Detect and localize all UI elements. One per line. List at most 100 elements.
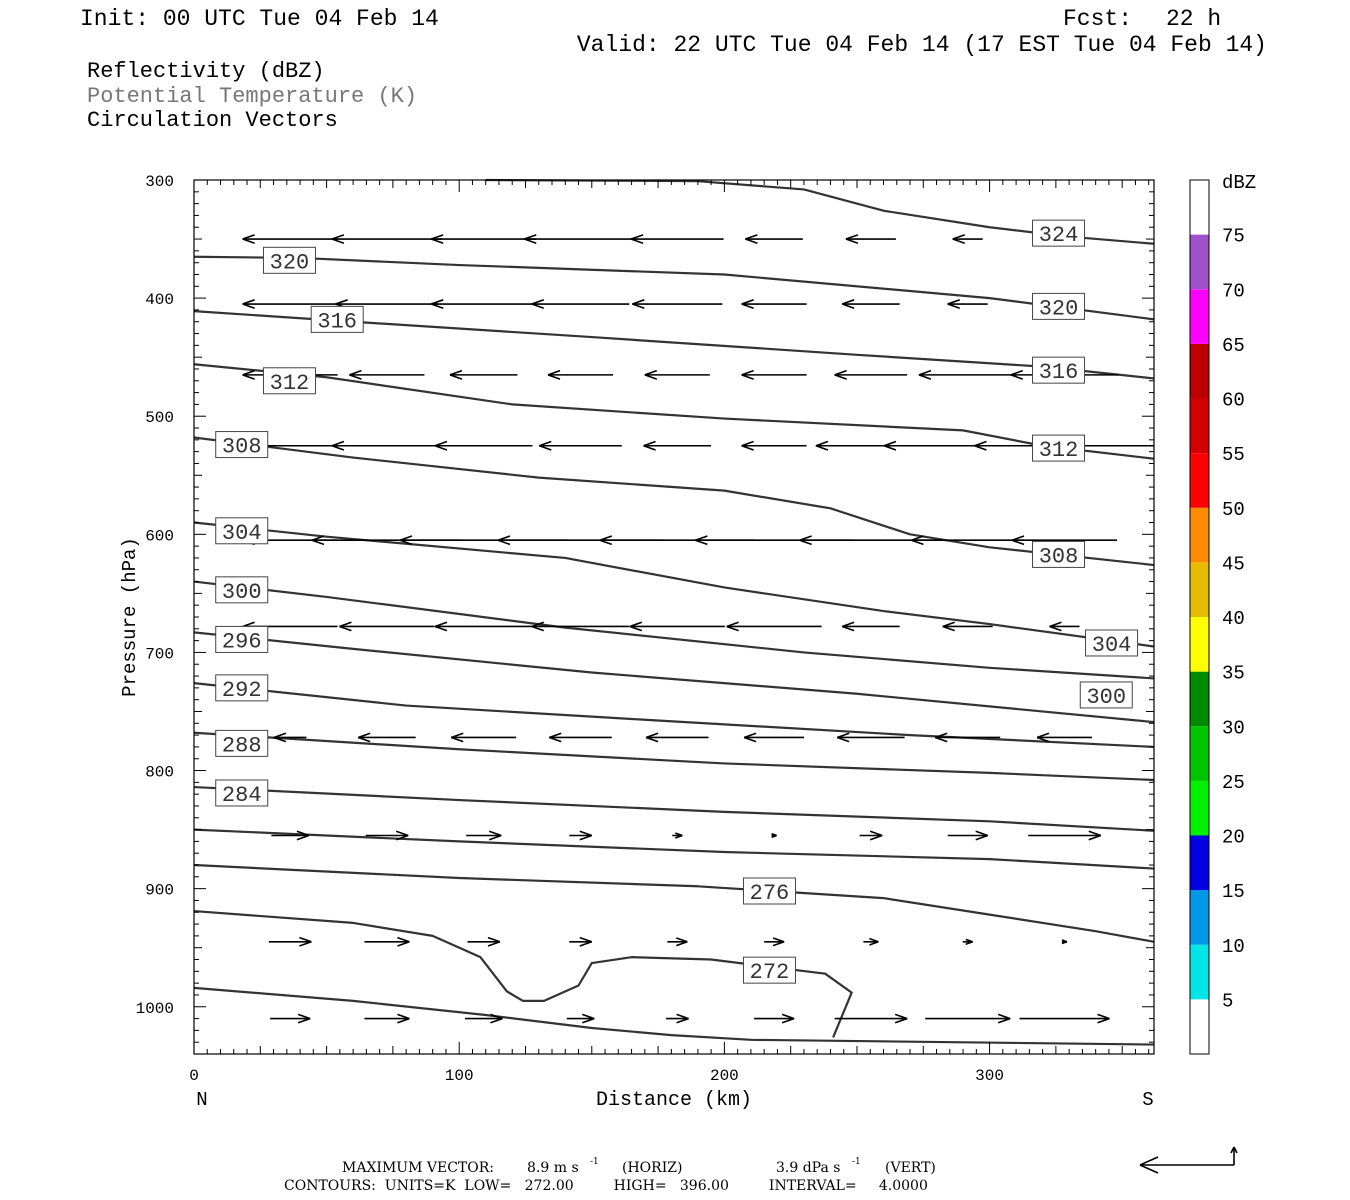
circulation-vector — [364, 1013, 410, 1024]
theta-contour-280 — [193, 828, 1155, 870]
circulation-vector — [630, 234, 724, 245]
circulation-vector — [841, 299, 900, 309]
circulation-vector — [947, 830, 988, 841]
circulation-vector — [741, 440, 807, 451]
legend-vectors: Circulation Vectors — [87, 108, 338, 133]
theta-contour-288 — [193, 731, 1155, 782]
colorbar-label: 55 — [1222, 444, 1245, 466]
horiz-suffix: (HORIZ) — [622, 1160, 682, 1176]
y-tick-label: 800 — [145, 764, 174, 782]
contour-label: 316 — [1039, 360, 1079, 385]
valid-time: Valid: 22 UTC Tue 04 Feb 14 (17 EST Tue … — [577, 32, 1267, 58]
colorbar-band — [1190, 944, 1209, 1000]
circulation-vector — [754, 1013, 795, 1024]
circulation-vector — [273, 732, 307, 743]
theta-contour-292 — [193, 682, 1155, 749]
contour-label: 324 — [1039, 223, 1079, 248]
colorbar-band — [1190, 343, 1209, 399]
colorbar-labels: 5 10 15 20 25 30 35 40 45 50 55 60 65 70 75 — [1222, 226, 1245, 1013]
circulation-vector — [643, 440, 712, 451]
contour-label-box — [215, 517, 269, 545]
contour-label-box — [262, 246, 316, 274]
circulation-vector — [771, 832, 777, 839]
contour-label-box — [1032, 219, 1086, 247]
colorbar-label: 30 — [1222, 717, 1245, 739]
colorbar-band — [1190, 234, 1209, 290]
y-tick-labels: 300 400 500 600 700 800 900 1000 — [136, 173, 174, 1018]
theta-contour-312 — [193, 363, 1155, 460]
contour-label-box — [262, 367, 316, 395]
contour-label: 312 — [270, 371, 310, 396]
circulation-vector — [952, 234, 983, 245]
circulation-vector — [666, 1013, 689, 1024]
circulation-vector — [841, 621, 900, 632]
circulation-vector — [349, 369, 425, 380]
circulation-vector — [1036, 732, 1092, 743]
contour-label: 296 — [222, 629, 262, 654]
circulation-vector — [449, 369, 518, 380]
circulation-vector — [531, 299, 630, 309]
plot-frame — [193, 179, 1155, 1055]
contour-label-box — [215, 576, 269, 604]
contour-label-box — [1079, 681, 1133, 709]
y-tick-label: 300 — [145, 173, 174, 191]
contour-label: 288 — [222, 733, 262, 758]
theta-contour-296 — [193, 631, 1155, 724]
colorbar-band — [1190, 671, 1209, 727]
circulation-vector — [764, 937, 785, 947]
circulation-vector — [947, 299, 988, 309]
colorbar-label: 10 — [1222, 936, 1245, 958]
circulation-vector — [357, 732, 416, 743]
circulation-vector — [836, 732, 905, 743]
x-axis-title: Distance (km) — [596, 1089, 752, 1112]
colorbar-band — [1190, 398, 1209, 454]
circulation-vector — [859, 830, 883, 841]
x-tick-label: 300 — [975, 1067, 1004, 1085]
y-tick-label: 1000 — [136, 1000, 174, 1018]
x-tick-labels: 0 100 200 300 — [189, 1067, 1004, 1085]
circulation-vector — [271, 830, 310, 841]
circulation-vector — [531, 621, 630, 632]
circulation-vector — [569, 830, 593, 841]
circulation-vector — [549, 732, 612, 743]
contour-labels: 324 320 320 316 316 312 312 308 308 304 304 300 300 2… — [215, 219, 1139, 985]
circulation-vector — [834, 369, 908, 380]
contour-label-box — [310, 305, 364, 333]
circulation-vector — [745, 234, 803, 245]
colorbar-label: 25 — [1222, 772, 1245, 794]
y-tick-label: 700 — [145, 645, 174, 663]
colorbar-label: 15 — [1222, 881, 1245, 903]
y-tick-label: 400 — [145, 291, 174, 309]
contour-label-box — [215, 779, 269, 807]
contour-label: 312 — [1039, 438, 1079, 463]
x-tick-label: 200 — [710, 1067, 739, 1085]
x-tick-label: 0 — [189, 1067, 199, 1085]
circulation-vector — [726, 621, 822, 632]
circulation-vector — [242, 234, 338, 245]
contour-label-box — [215, 431, 269, 459]
legend-reflectivity: Reflectivity (dBZ) — [87, 59, 325, 84]
legend-theta: Potential Temperature (K) — [87, 84, 417, 109]
contour-label-box — [215, 674, 269, 702]
colorbar-band — [1190, 835, 1209, 891]
contour-label: 320 — [270, 250, 310, 275]
contour-label-box — [1085, 629, 1139, 657]
contour-label: 284 — [222, 783, 262, 808]
circulation-vector — [569, 936, 593, 947]
contour-label-box — [1032, 292, 1086, 320]
theta-contours — [193, 178, 1155, 1046]
reference-vector-icon — [1139, 1146, 1238, 1174]
colorbar-band — [1190, 507, 1209, 563]
colorbar-frame — [1189, 179, 1210, 1055]
circulation-vector — [743, 732, 805, 743]
circulation-vector — [942, 621, 993, 632]
contour-label: 300 — [222, 580, 262, 605]
circulation-vector — [270, 1013, 311, 1024]
circulation-vector — [934, 732, 1001, 743]
colorbar-label: 75 — [1222, 226, 1245, 248]
circulation-vector — [365, 830, 409, 841]
contour-label: 300 — [1086, 685, 1126, 710]
circulation-vector — [566, 1013, 595, 1024]
y-tick-label: 600 — [145, 527, 174, 545]
